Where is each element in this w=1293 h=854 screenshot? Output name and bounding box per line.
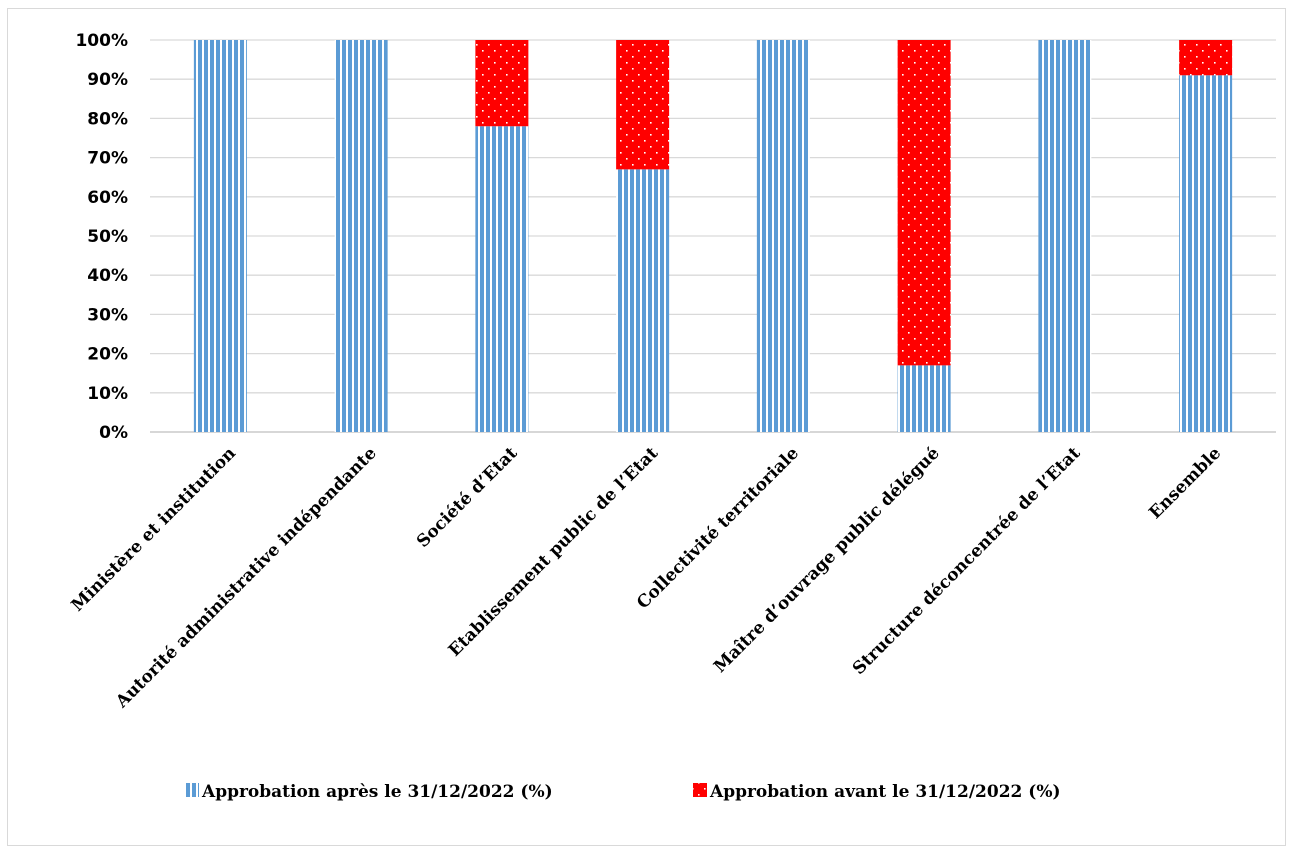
- x-category-label: Structure déconcentrée de l’Etat: [849, 443, 1085, 679]
- legend-swatch: [693, 783, 707, 797]
- gridlines: [150, 39, 1276, 433]
- x-category-label: Collectivité territoriale: [633, 443, 803, 613]
- bar-segment-apres: [475, 126, 529, 433]
- bars: [193, 40, 1233, 433]
- legend-label: Approbation après le 31/12/2022 (%): [201, 782, 553, 802]
- y-tick-label: 60%: [87, 188, 128, 208]
- bar-segment-avant: [616, 40, 670, 170]
- y-tick-label: 80%: [87, 109, 128, 129]
- x-category-label: Société d’Etat: [413, 443, 522, 552]
- bar-segment-apres: [756, 40, 810, 432]
- bar-segment-apres: [1179, 75, 1233, 432]
- y-tick-label: 90%: [87, 70, 128, 90]
- y-tick-label: 30%: [87, 305, 128, 325]
- y-axis: 0% 10% 20% 30% 40% 50% 60% 70% 80% 90% 100%: [75, 31, 128, 443]
- x-category-label: Maître d’ouvrage public délégué: [710, 443, 944, 677]
- y-tick-label: 10%: [87, 384, 128, 404]
- legend-swatch: [185, 783, 199, 797]
- y-tick-label: 70%: [87, 149, 128, 169]
- y-tick-label: 40%: [87, 266, 128, 286]
- y-tick-label: 20%: [87, 345, 128, 365]
- y-tick-label: 100%: [75, 31, 128, 51]
- x-category-label: Autorité administrative indépendante: [111, 443, 380, 712]
- bar-segment-apres: [334, 40, 388, 432]
- bar-segment-apres: [1038, 40, 1092, 432]
- y-tick-label: 0%: [99, 423, 128, 443]
- legend-label: Approbation avant le 31/12/2022 (%): [709, 782, 1061, 802]
- legend: Approbation après le 31/12/2022 (%) Appro…: [185, 782, 1061, 802]
- y-tick-label: 50%: [87, 227, 128, 247]
- bar-segment-avant: [1179, 40, 1233, 76]
- bar-segment-apres: [897, 365, 951, 432]
- bar-segment-avant: [475, 40, 529, 127]
- x-category-label: Ensemble: [1145, 443, 1225, 523]
- bar-segment-apres: [616, 169, 670, 433]
- bar-segment-apres: [193, 40, 247, 432]
- x-category-label: Ministère et institution: [68, 443, 240, 615]
- bar-segment-avant: [897, 40, 951, 366]
